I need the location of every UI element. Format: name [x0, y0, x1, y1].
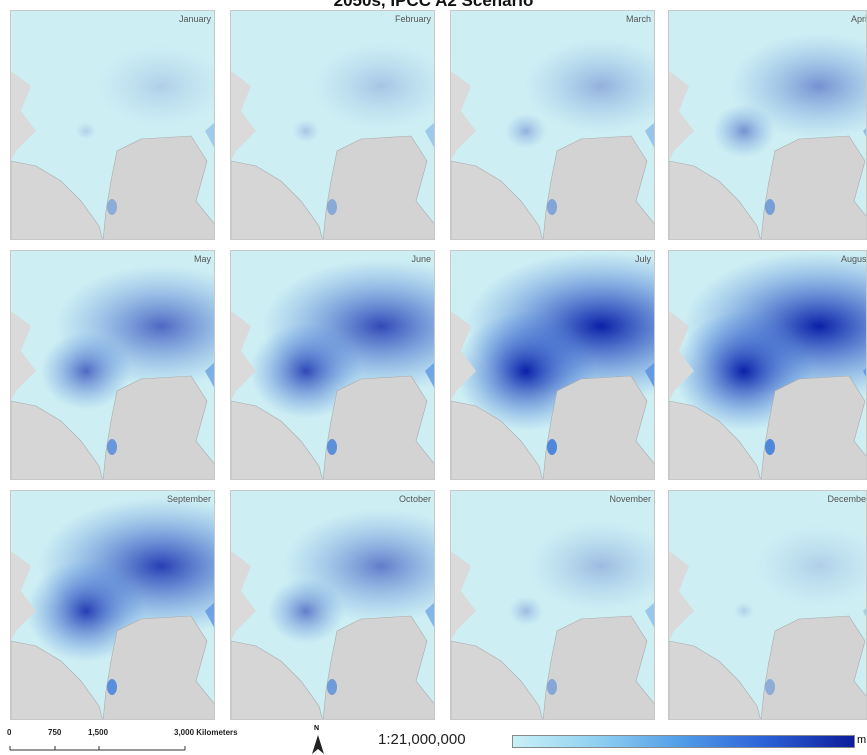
- month-label: April: [669, 14, 867, 24]
- month-panel: January: [10, 10, 215, 240]
- bay-of-bengal: [761, 376, 867, 480]
- color-bar: [512, 735, 855, 748]
- scale-label: 3,000 Kilometers: [174, 728, 238, 737]
- bay-of-bengal: [323, 616, 435, 720]
- map: [231, 251, 435, 480]
- month-panel: August: [668, 250, 867, 480]
- bay-of-bengal: [543, 136, 655, 240]
- month-label: July: [451, 254, 651, 264]
- month-label: June: [231, 254, 431, 264]
- bay-of-bengal: [323, 136, 435, 240]
- precip-central: [76, 122, 97, 140]
- month-panel: July: [450, 250, 655, 480]
- map: [669, 491, 867, 720]
- scale-label: 750: [48, 728, 61, 737]
- bay-of-bengal: [543, 616, 655, 720]
- map: [669, 251, 867, 480]
- scale-ratio: 1:21,000,000: [378, 731, 466, 748]
- figure: {"title": "2050s, IPCC A2 Scenario", "pa…: [0, 0, 867, 755]
- map: [451, 11, 655, 240]
- scale-label: 0: [7, 728, 11, 737]
- sri-lanka: [547, 679, 557, 695]
- map: [669, 11, 867, 240]
- month-panel: June: [230, 250, 435, 480]
- month-panel: May: [10, 250, 215, 480]
- bay-of-bengal: [103, 616, 215, 720]
- map: [451, 491, 655, 720]
- month-label: February: [231, 14, 431, 24]
- month-panel: December: [668, 490, 867, 720]
- month-label: November: [451, 494, 651, 504]
- month-label: October: [231, 494, 431, 504]
- precip-central: [713, 104, 776, 158]
- legend-unit: m: [857, 734, 866, 746]
- scale-label: 1,500: [88, 728, 108, 737]
- north-label: N: [314, 725, 319, 732]
- map: [231, 491, 435, 720]
- month-label: May: [11, 254, 211, 264]
- sri-lanka: [547, 439, 557, 455]
- month-panel: March: [450, 10, 655, 240]
- precip-central: [509, 596, 544, 626]
- map: [11, 11, 215, 240]
- month-label: January: [11, 14, 211, 24]
- sri-lanka: [107, 679, 117, 695]
- sri-lanka: [765, 439, 775, 455]
- sri-lanka: [327, 439, 337, 455]
- map: [231, 11, 435, 240]
- month-panel: April: [668, 10, 867, 240]
- map: [451, 251, 655, 480]
- sri-lanka: [107, 439, 117, 455]
- month-panel: October: [230, 490, 435, 720]
- month-label: August: [669, 254, 867, 264]
- page: html, body { margin: 0; padding: 0; } bo…: [0, 0, 867, 755]
- bay-of-bengal: [103, 136, 215, 240]
- bay-of-bengal: [543, 376, 655, 480]
- month-panel: November: [450, 490, 655, 720]
- month-panel: February: [230, 10, 435, 240]
- sri-lanka: [327, 679, 337, 695]
- month-label: March: [451, 14, 651, 24]
- map: [11, 251, 215, 480]
- month-label: September: [11, 494, 211, 504]
- sri-lanka: [327, 199, 337, 215]
- precip-central: [292, 119, 320, 143]
- bay-of-bengal: [761, 136, 867, 240]
- sri-lanka: [547, 199, 557, 215]
- bay-of-bengal: [103, 376, 215, 480]
- bay-of-bengal: [761, 616, 867, 720]
- bay-of-bengal: [323, 376, 435, 480]
- sri-lanka: [107, 199, 117, 215]
- month-label: December: [669, 494, 867, 504]
- precip-central: [505, 113, 547, 149]
- month-panel: September: [10, 490, 215, 720]
- precip-central: [734, 602, 755, 620]
- sri-lanka: [765, 679, 775, 695]
- sri-lanka: [765, 199, 775, 215]
- north-arrow: [311, 735, 325, 755]
- footer: 0 750 1,500 3,000 Kilometers N 1:21,000,…: [0, 728, 867, 755]
- precip-central: [268, 578, 345, 644]
- map: [11, 491, 215, 720]
